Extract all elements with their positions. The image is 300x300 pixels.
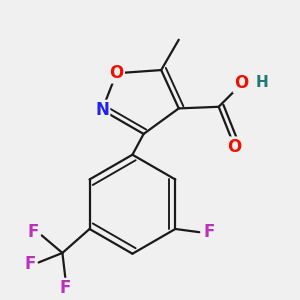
Text: F: F xyxy=(25,255,36,273)
Text: F: F xyxy=(28,223,39,241)
Text: N: N xyxy=(95,101,109,119)
Text: H: H xyxy=(255,75,268,90)
Text: O: O xyxy=(109,64,124,82)
Text: O: O xyxy=(227,138,242,156)
Text: O: O xyxy=(234,74,248,92)
Text: F: F xyxy=(60,279,71,297)
Text: F: F xyxy=(203,223,214,241)
